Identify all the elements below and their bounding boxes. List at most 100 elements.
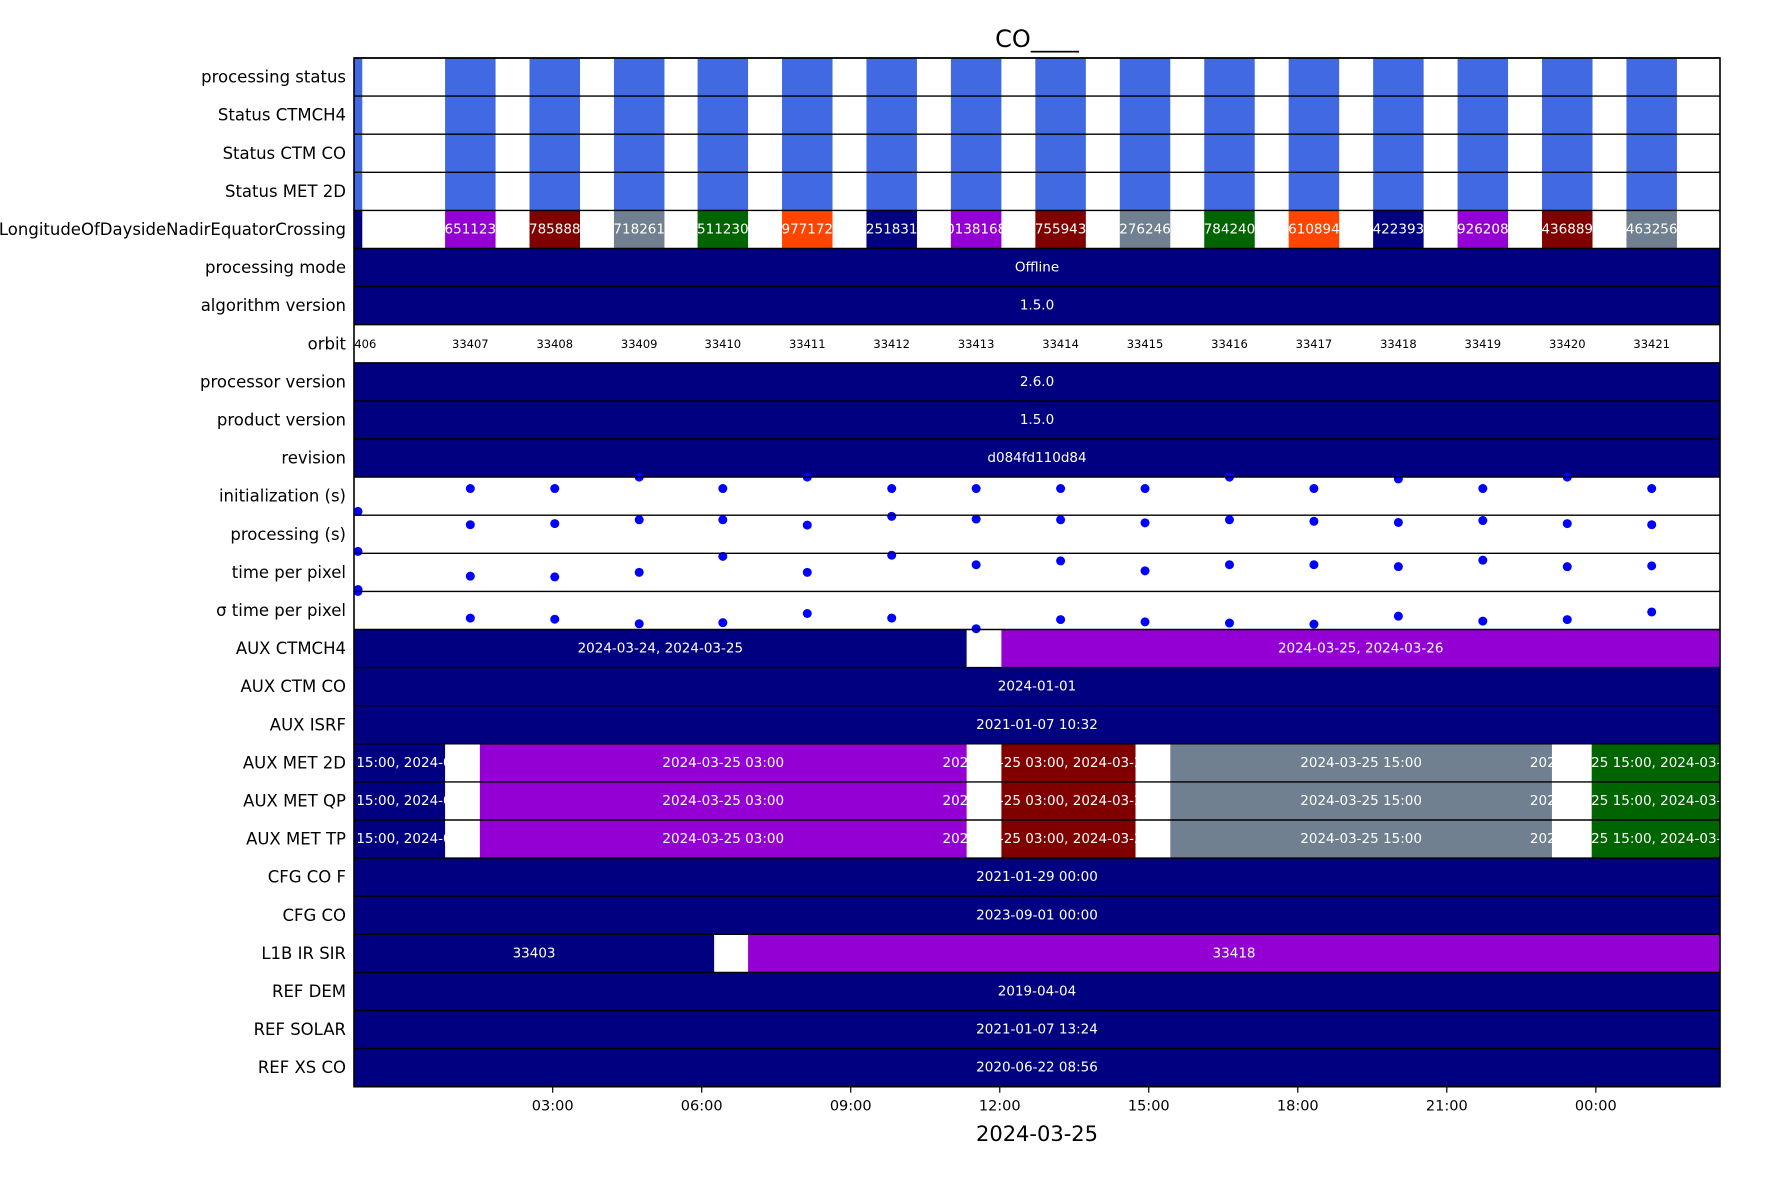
- status-bar: [1373, 96, 1424, 135]
- status-bar: [613, 58, 665, 97]
- longitude-label: 436889: [1541, 221, 1593, 237]
- value-bar: [354, 400, 1720, 439]
- status-bar: [1035, 58, 1086, 97]
- data-point: [1224, 560, 1234, 570]
- status-bar: [613, 172, 665, 211]
- row-label-aux-met-qp: AUX MET QP: [243, 791, 346, 810]
- data-point: [1478, 484, 1488, 494]
- row-label-time-per-pixel: time per pixel: [232, 563, 346, 582]
- segment-label: 2024-03-25 15:00: [1300, 831, 1422, 847]
- row-status-ctmch4: [354, 96, 1677, 135]
- segment-bar: [1001, 820, 1136, 859]
- row-processing-status: [354, 58, 1677, 97]
- status-bar: [1626, 172, 1677, 211]
- data-point: [1393, 474, 1403, 484]
- data-point: [1393, 517, 1403, 527]
- status-bar: [950, 96, 1002, 135]
- orbit-label: 33417: [1296, 337, 1333, 351]
- longitude-bar: [613, 210, 665, 249]
- segment-bar: [1001, 743, 1136, 782]
- orbit-label: 33406: [340, 337, 377, 351]
- longitude-bar: [445, 210, 496, 249]
- value-label: 2021-01-07 13:24: [976, 1022, 1098, 1038]
- data-point: [1056, 556, 1066, 566]
- data-point: [550, 519, 560, 529]
- status-bar: [529, 172, 581, 211]
- longitude-label: 718261: [613, 221, 665, 237]
- status-bar: [1119, 96, 1171, 135]
- segment-label: 33403: [513, 945, 556, 961]
- row-ref-solar: 2021-01-07 13:24: [354, 1010, 1720, 1049]
- row-label-aux-met-2d: AUX MET 2D: [243, 753, 346, 772]
- value-bar: [354, 858, 1720, 897]
- data-point: [1224, 618, 1234, 628]
- status-bar: [1204, 58, 1255, 97]
- data-point: [465, 520, 475, 530]
- segment-bar: [479, 820, 967, 859]
- data-point: [634, 619, 644, 629]
- row-label-longitudeofdaysidenadirequatorcrossing: LongitudeOfDaysideNadirEquatorCrossing: [0, 220, 346, 239]
- value-label: 2023-09-01 00:00: [976, 907, 1098, 923]
- value-bar: [354, 667, 1720, 706]
- orbit-label: 33407: [452, 337, 489, 351]
- orbit-label: 33412: [873, 337, 910, 351]
- row-l1b-ir-sir: 33403 33418: [354, 934, 1720, 973]
- longitude-bar: [1119, 210, 1171, 249]
- data-point: [550, 572, 560, 582]
- data-point: [1478, 555, 1488, 565]
- data-point: [354, 506, 363, 516]
- segment-bar: [354, 629, 967, 668]
- row-revision: d084fd110d84: [354, 439, 1720, 478]
- data-point: [887, 613, 897, 623]
- data-point: [718, 515, 728, 525]
- row-label-orbit: orbit: [308, 334, 347, 353]
- orbit-label: 33420: [1549, 337, 1586, 351]
- segment-label: 2024-03-25 15:00, 2024-03-26 03:00: [1530, 793, 1771, 809]
- segment-bar: [1170, 743, 1552, 782]
- status-bar: [1204, 134, 1255, 173]
- value-bar: [354, 896, 1720, 935]
- status-bar: [1035, 134, 1086, 173]
- data-point: [1309, 484, 1319, 494]
- status-bar: [782, 134, 833, 173]
- data-point: [802, 608, 812, 618]
- longitude-label: 0138168: [946, 221, 1006, 237]
- value-bar: [354, 705, 1720, 744]
- row-status-ctm-co: [354, 134, 1677, 173]
- row-label-algorithm-version: algorithm version: [201, 296, 346, 315]
- longitude-label: 926208: [1457, 221, 1509, 237]
- status-bar: [866, 58, 917, 97]
- status-bar: [866, 172, 917, 211]
- rows-layer: 651123 785888 718261 511230 977172 251831 0138…: [340, 58, 1771, 1087]
- row-label-ref-solar: REF SOLAR: [254, 1020, 346, 1039]
- data-point: [802, 567, 812, 577]
- data-point: [634, 515, 644, 525]
- longitude-bar: [782, 210, 833, 249]
- row-label-ref-xs-co: REF XS CO: [258, 1058, 346, 1077]
- segment-bar: [1170, 781, 1552, 820]
- row-label-initialization-s: initialization (s): [219, 487, 346, 506]
- row-product-version: 1.5.0: [354, 400, 1720, 439]
- row-label-cfg-co-f: CFG CO F: [268, 868, 346, 887]
- data-point: [1140, 484, 1150, 494]
- status-bar: [1204, 96, 1255, 135]
- data-point: [465, 571, 475, 581]
- longitude-label: 785888: [529, 221, 581, 237]
- segment-bar: [1001, 629, 1720, 668]
- orbit-label: 33409: [621, 337, 658, 351]
- data-point: [1056, 515, 1066, 525]
- x-tick-label: 03:00: [532, 1099, 574, 1115]
- data-point: [1647, 484, 1657, 494]
- segment-bar: [354, 934, 715, 973]
- status-bar: [866, 134, 917, 173]
- status-bar: [782, 58, 833, 97]
- longitude-label: 251831: [866, 221, 918, 237]
- orbit-label: 33418: [1380, 337, 1417, 351]
- row-label-status-ctmch4: Status CTMCH4: [218, 106, 346, 125]
- longitude-bar: [354, 210, 363, 249]
- status-bar: [613, 134, 665, 173]
- row-label-processing-mode: processing mode: [205, 258, 346, 277]
- row-label-aux-isrf: AUX ISRF: [270, 715, 346, 734]
- longitude-label: 755943: [1035, 221, 1087, 237]
